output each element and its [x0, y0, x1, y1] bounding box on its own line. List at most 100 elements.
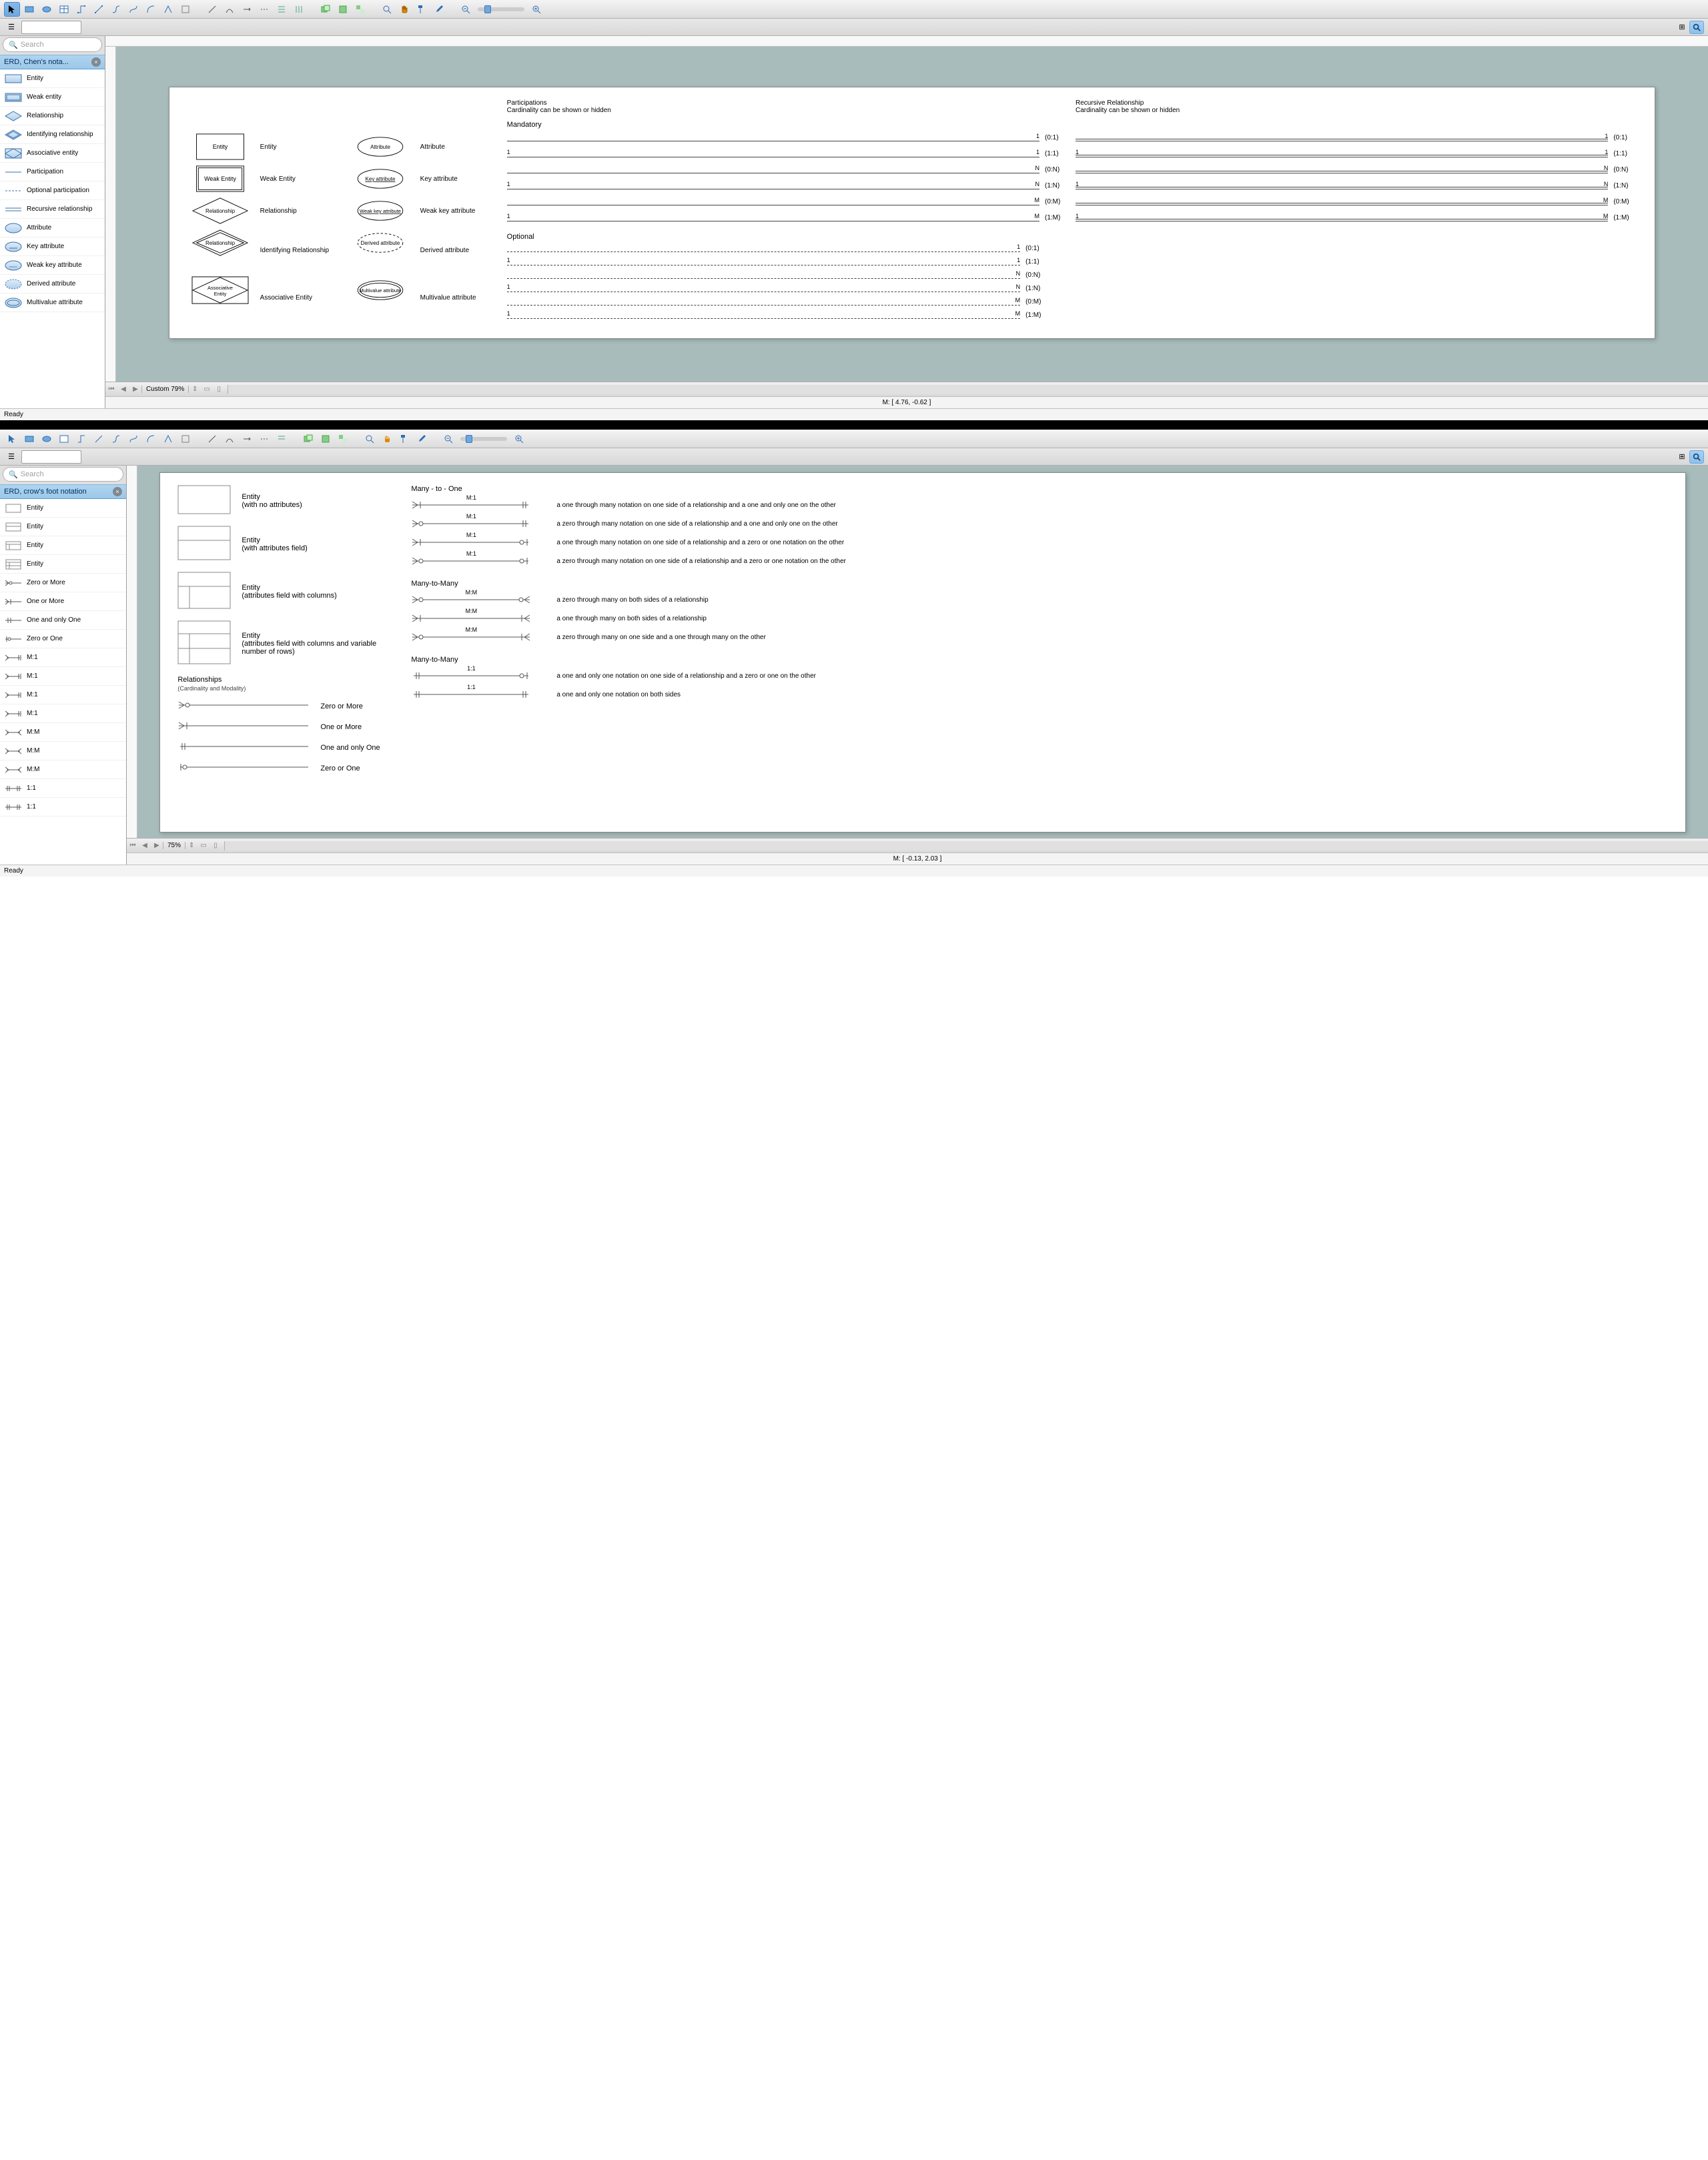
zoom-tool[interactable] — [362, 432, 378, 446]
grid-view-icon[interactable]: ⊞ — [1675, 450, 1689, 464]
library-item[interactable]: One and only One — [0, 611, 126, 630]
library-item[interactable]: Weak entity — [0, 88, 105, 107]
library-item[interactable]: Derived attribute — [0, 275, 105, 294]
group1-tool[interactable] — [318, 2, 334, 17]
zoom-in-icon[interactable] — [511, 432, 527, 446]
ellipse-tool[interactable] — [39, 432, 55, 446]
hand-tool[interactable] — [379, 432, 395, 446]
format-tool[interactable] — [396, 432, 412, 446]
conn7-tool[interactable] — [177, 2, 193, 17]
pointer-tool[interactable] — [4, 432, 20, 446]
group3-tool[interactable] — [352, 2, 368, 17]
library-item[interactable]: 1:1 — [0, 779, 126, 798]
library-item[interactable]: M:M — [0, 760, 126, 779]
library-item[interactable]: Optional participation — [0, 181, 105, 200]
line6-tool[interactable] — [291, 2, 307, 17]
conn1-tool[interactable] — [73, 432, 89, 446]
zoom-tool[interactable] — [379, 2, 395, 17]
line3-tool[interactable] — [239, 2, 255, 17]
conn2-tool[interactable] — [91, 2, 107, 17]
dropper-tool[interactable] — [431, 2, 447, 17]
conn7-tool[interactable] — [177, 432, 193, 446]
h-scrollbar[interactable] — [224, 841, 1708, 851]
layout1-icon[interactable]: ▭ — [197, 842, 209, 849]
line1-tool[interactable] — [204, 2, 220, 17]
library-item[interactable]: Entity — [0, 499, 126, 518]
zoom-stepper-icon[interactable]: ⇕ — [189, 386, 201, 393]
library-item[interactable]: Identifying relationship — [0, 125, 105, 144]
library-item[interactable]: Relationship — [0, 107, 105, 125]
conn2-tool[interactable] — [91, 432, 107, 446]
line5-tool[interactable] — [274, 432, 290, 446]
library-item[interactable]: Weak key attribute — [0, 256, 105, 275]
rect-tool[interactable] — [21, 432, 37, 446]
pointer-tool[interactable] — [4, 2, 20, 17]
ellipse-tool[interactable] — [39, 2, 55, 17]
zoom-out-icon[interactable] — [440, 432, 456, 446]
group2-tool[interactable] — [335, 2, 351, 17]
library-item[interactable]: Key attribute — [0, 237, 105, 256]
canvas[interactable]: ParticipationsCardinality can be shown o… — [116, 47, 1708, 382]
conn4-tool[interactable] — [125, 2, 141, 17]
zoom-in-icon[interactable] — [528, 2, 544, 17]
library-item[interactable]: Recursive relationship — [0, 200, 105, 219]
library-header[interactable]: ERD, crow's foot notation × — [0, 484, 126, 499]
search-input[interactable]: 🔍Search — [3, 467, 123, 482]
library-item[interactable]: Associative entity — [0, 144, 105, 163]
line5-tool[interactable] — [274, 2, 290, 17]
line3-tool[interactable] — [239, 432, 255, 446]
line2-tool[interactable] — [222, 432, 238, 446]
nav-prev-icon[interactable]: ◀ — [117, 386, 129, 393]
library-item[interactable]: M:M — [0, 723, 126, 742]
library-item[interactable]: M:1 — [0, 704, 126, 723]
library-item[interactable]: Zero or More — [0, 574, 126, 592]
format-tool[interactable] — [414, 2, 430, 17]
nav-next-icon[interactable]: ▶ — [129, 386, 141, 393]
nav-prev-icon[interactable]: ◀ — [139, 842, 151, 849]
zoom-slider[interactable] — [460, 437, 507, 441]
group1-tool[interactable] — [300, 432, 316, 446]
library-item[interactable]: Multivalue attribute — [0, 294, 105, 312]
library-item[interactable]: M:1 — [0, 686, 126, 704]
conn1-tool[interactable] — [73, 2, 89, 17]
table-tool[interactable] — [56, 2, 72, 17]
line4-tool[interactable] — [256, 2, 272, 17]
zoom-readout[interactable]: Custom 79% — [141, 386, 189, 393]
conn4-tool[interactable] — [125, 432, 141, 446]
library-combo[interactable] — [21, 450, 81, 464]
conn3-tool[interactable] — [108, 2, 124, 17]
layout1-icon[interactable]: ▭ — [201, 386, 213, 393]
library-item[interactable]: Entity — [0, 69, 105, 88]
dropper-tool[interactable] — [414, 432, 430, 446]
group2-tool[interactable] — [318, 432, 334, 446]
layout2-icon[interactable]: ▯ — [213, 386, 225, 393]
search-button[interactable] — [1689, 21, 1704, 34]
nav-first-icon[interactable]: ⏮ — [127, 842, 139, 849]
search-button[interactable] — [1689, 450, 1704, 464]
h-scrollbar[interactable] — [228, 385, 1708, 394]
library-item[interactable]: Entity — [0, 536, 126, 555]
tree-view-icon[interactable]: ☰ — [4, 450, 19, 464]
group3-tool[interactable] — [335, 432, 351, 446]
zoom-out-icon[interactable] — [458, 2, 474, 17]
conn6-tool[interactable] — [160, 2, 176, 17]
library-item[interactable]: Entity — [0, 518, 126, 536]
library-item[interactable]: Participation — [0, 163, 105, 181]
tree-view-icon[interactable]: ☰ — [4, 21, 19, 34]
zoom-slider[interactable] — [478, 7, 524, 11]
library-item[interactable]: M:M — [0, 742, 126, 760]
library-item[interactable]: Attribute — [0, 219, 105, 237]
grid-view-icon[interactable]: ⊞ — [1675, 21, 1689, 34]
line1-tool[interactable] — [204, 432, 220, 446]
library-item[interactable]: One or More — [0, 592, 126, 611]
close-icon[interactable]: × — [113, 487, 122, 496]
nav-first-icon[interactable]: ⏮ — [105, 386, 117, 393]
canvas[interactable]: Entity(with no attributes) Entity(with a… — [137, 466, 1708, 838]
library-item[interactable]: M:1 — [0, 667, 126, 686]
conn6-tool[interactable] — [160, 432, 176, 446]
rect-tool[interactable] — [21, 2, 37, 17]
zoom-readout[interactable]: 75% — [163, 842, 185, 849]
line2-tool[interactable] — [222, 2, 238, 17]
zoom-stepper-icon[interactable]: ⇕ — [185, 842, 197, 849]
hand-tool[interactable] — [396, 2, 412, 17]
